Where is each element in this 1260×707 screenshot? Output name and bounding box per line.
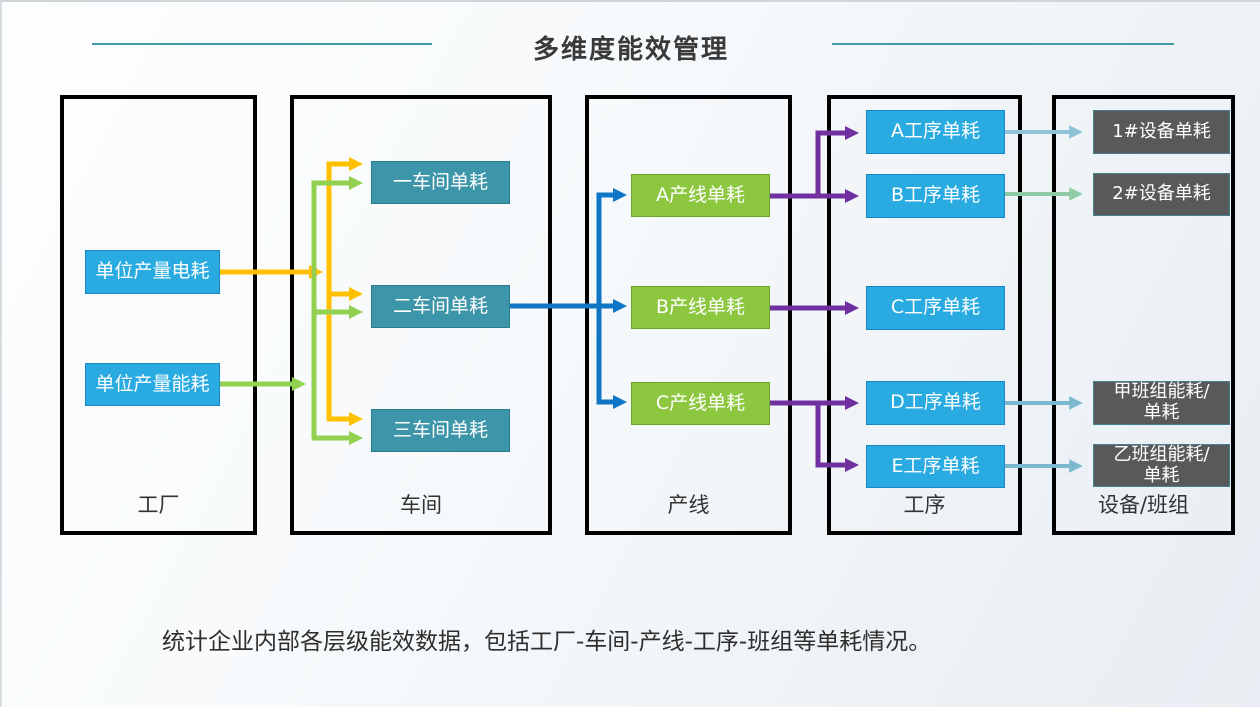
node-unit-output-energy: 单位产量能耗 — [85, 363, 220, 406]
node-process-e: E工序单耗 — [866, 445, 1005, 488]
column-label-production-line: 产线 — [667, 493, 710, 517]
node-process-d: D工序单耗 — [866, 381, 1005, 425]
node-line-c: C产线单耗 — [631, 382, 770, 425]
node-unit-output-elec: 单位产量电耗 — [85, 250, 220, 294]
column-production-line: 产线 — [585, 95, 792, 535]
column-factory: 工厂 — [60, 95, 257, 535]
node-workshop-1: 一车间单耗 — [371, 161, 510, 204]
node-process-b: B工序单耗 — [866, 174, 1005, 218]
node-team-a: 甲班组能耗/ 单耗 — [1093, 381, 1230, 425]
node-device-1: 1#设备单耗 — [1093, 110, 1230, 154]
page-title: 多维度能效管理 — [532, 35, 729, 65]
title-rule-left — [92, 43, 432, 45]
node-workshop-2: 二车间单耗 — [371, 285, 510, 328]
column-label-process: 工序 — [903, 493, 946, 517]
node-team-b: 乙班组能耗/ 单耗 — [1093, 444, 1230, 487]
title-rule-right — [832, 43, 1174, 45]
column-label-equipment-team: 设备/班组 — [1097, 493, 1190, 517]
node-line-b: B产线单耗 — [631, 286, 770, 329]
caption-text: 统计企业内部各层级能效数据，包括工厂-车间-产线-工序-班组等单耗情况。 — [162, 629, 932, 655]
node-line-a: A产线单耗 — [631, 174, 770, 217]
column-label-factory: 工厂 — [137, 493, 180, 517]
column-equipment-team: 设备/班组 — [1052, 95, 1235, 535]
node-workshop-3: 三车间单耗 — [371, 409, 510, 452]
node-device-2: 2#设备单耗 — [1093, 173, 1230, 216]
column-process: 工序 — [827, 95, 1022, 535]
node-process-a: A工序单耗 — [866, 110, 1005, 154]
column-label-workshop: 车间 — [400, 493, 442, 517]
node-process-c: C工序单耗 — [866, 286, 1005, 330]
column-workshop: 车间 — [290, 95, 552, 535]
